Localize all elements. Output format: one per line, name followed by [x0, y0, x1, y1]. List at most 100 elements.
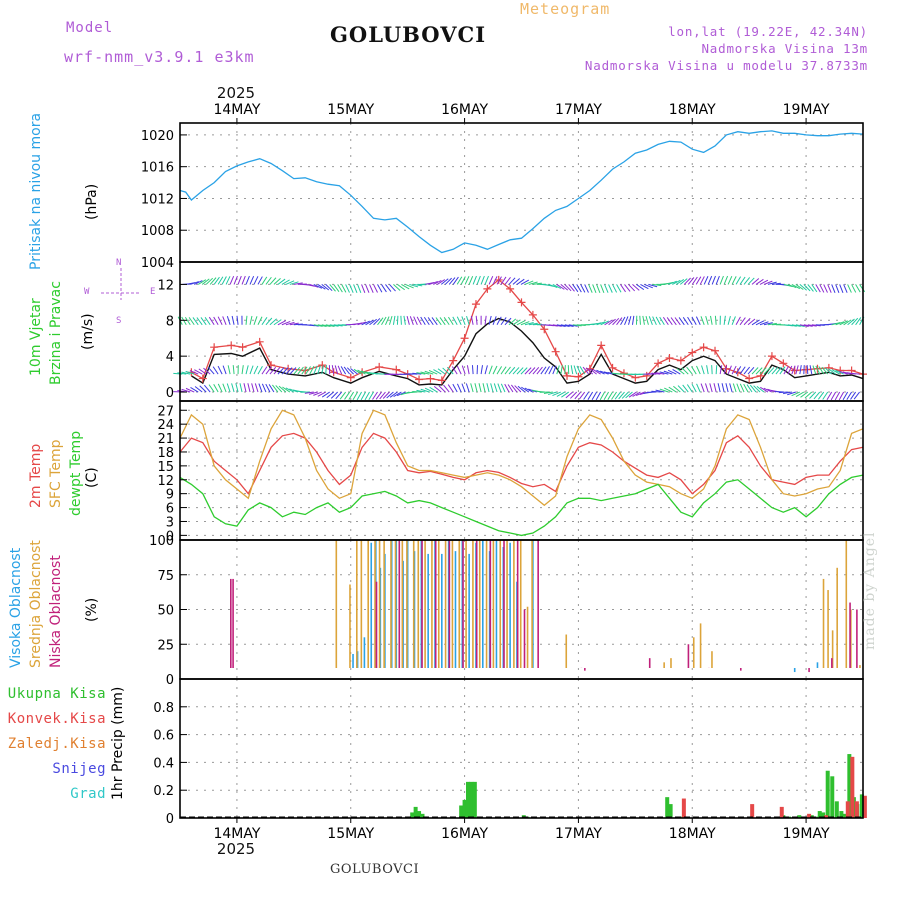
wind-direction-arrow: [731, 316, 736, 325]
wind-direction-arrow: [591, 391, 598, 401]
wind-direction-arrow: [703, 276, 709, 285]
wind-direction-arrow: [795, 324, 805, 328]
compass-east: E: [150, 287, 156, 297]
precip-bar: [854, 801, 859, 818]
wind-direction-arrow: [651, 390, 661, 393]
wind-direction-arrow: [721, 383, 725, 393]
wind-direction-arrow: [705, 383, 709, 393]
wind-direction-arrow: [813, 391, 821, 400]
wind-direction-arrow: [416, 389, 426, 393]
wind-direction-arrow: [213, 276, 220, 285]
wind-direction-arrow: [572, 284, 579, 293]
wind-direction-arrow: [329, 324, 339, 327]
wind-direction-arrow: [348, 391, 355, 400]
wind-direction-arrow: [416, 372, 426, 375]
precip-bar: [824, 815, 829, 818]
series-line: [179, 432, 864, 495]
meteogram-title: Meteogram: [520, 0, 611, 18]
wind-direction-arrow: [755, 367, 763, 375]
wind-direction-arrow: [496, 366, 503, 375]
wind-direction-arrow: [625, 391, 633, 399]
wind-direction-arrow: [687, 277, 695, 285]
compass-north: N: [116, 258, 122, 268]
precip-bar: [850, 756, 855, 818]
y-tick-label: 18: [157, 446, 174, 461]
precip-bar: [847, 754, 852, 818]
wind-direction-arrow: [576, 365, 582, 375]
wind-direction-arrow: [379, 391, 386, 400]
wind-direction-arrow: [470, 383, 474, 393]
wind-direction-arrow: [369, 318, 377, 326]
precip-bar: [845, 801, 850, 818]
y-tick-label: 21: [157, 432, 174, 447]
wind-direction-arrow: [512, 367, 520, 375]
wind-direction-arrow: [461, 365, 466, 375]
wind-direction-arrow: [655, 372, 665, 375]
wind-direction-arrow: [508, 318, 517, 326]
wind-direction-arrow: [715, 365, 718, 375]
wind-direction-arrow: [579, 366, 586, 375]
wind-direction-arrow: [723, 275, 729, 285]
wind-direction-arrow: [548, 365, 554, 375]
wind-direction-arrow: [706, 365, 709, 375]
wind-direction-arrow: [799, 284, 808, 291]
wind-direction-arrow: [682, 384, 689, 393]
gust-marker: [699, 343, 708, 352]
wind-direction-arrow: [677, 385, 685, 393]
wind-direction-arrow: [201, 278, 210, 285]
y-tick-label: 0: [166, 673, 174, 688]
wind-direction-arrow: [739, 317, 746, 326]
wind-direction-arrow: [217, 383, 223, 393]
wind-direction-arrow: [352, 391, 359, 401]
wind-direction-arrow: [850, 391, 857, 400]
model-elevation-text: Nadmorska Visina u modelu 37.8733m: [584, 58, 868, 73]
wind-direction-arrow: [488, 315, 492, 325]
wind-direction-arrow: [853, 391, 860, 400]
wind-direction-arrow: [628, 284, 636, 292]
wind-direction-arrow: [831, 322, 841, 326]
wind-direction-arrow: [620, 316, 626, 326]
wind-direction-arrow: [346, 367, 354, 375]
wind-direction-arrow: [198, 368, 207, 375]
y-tick-label: 50: [157, 604, 174, 619]
wind-direction-arrow: [369, 284, 374, 293]
wind-direction-arrow: [736, 383, 741, 393]
wind-direction-arrow: [803, 284, 811, 292]
wind-direction-arrow: [265, 366, 272, 375]
precip-bar: [462, 799, 467, 818]
wind-direction-arrow: [480, 365, 483, 375]
day-label-top: 16MAY: [441, 102, 488, 118]
wind-direction-arrow: [735, 366, 742, 375]
wind-direction-arrow: [532, 282, 542, 285]
wind-direction-arrow: [357, 321, 367, 326]
gust-marker: [563, 371, 572, 380]
wind-direction-arrow: [735, 316, 741, 326]
wind-direction-arrow: [835, 321, 845, 326]
wind-direction-arrow: [739, 383, 745, 393]
wind-direction-arrow: [199, 385, 207, 393]
wind-direction-arrow: [521, 386, 530, 393]
gust-marker: [642, 371, 651, 380]
wind-direction-arrow: [759, 367, 767, 375]
wind-direction-arrow: [831, 284, 836, 293]
wind-direction-arrow: [628, 315, 632, 325]
wind-direction-arrow: [599, 370, 609, 375]
wind-direction-arrow: [662, 317, 669, 326]
wind-direction-arrow: [504, 383, 510, 393]
wind-direction-arrow: [691, 383, 697, 393]
wind-direction-arrow: [269, 318, 277, 326]
day-label-top: 14MAY: [213, 102, 260, 118]
wind-direction-arrow: [600, 284, 605, 293]
wind-direction-arrow: [429, 280, 438, 285]
wind-direction-arrow: [261, 383, 267, 393]
wind-direction-arrow: [568, 324, 578, 327]
wind-direction-arrow: [185, 387, 195, 393]
wind-direction-arrow: [424, 387, 434, 393]
wind-direction-arrow: [516, 367, 524, 375]
wind-direction-arrow: [700, 383, 705, 393]
wind-direction-arrow: [285, 321, 295, 326]
series-line: [179, 474, 864, 537]
wind-direction-arrow: [691, 366, 697, 375]
wind-direction-arrow: [560, 284, 569, 291]
precip-bar: [797, 815, 802, 818]
